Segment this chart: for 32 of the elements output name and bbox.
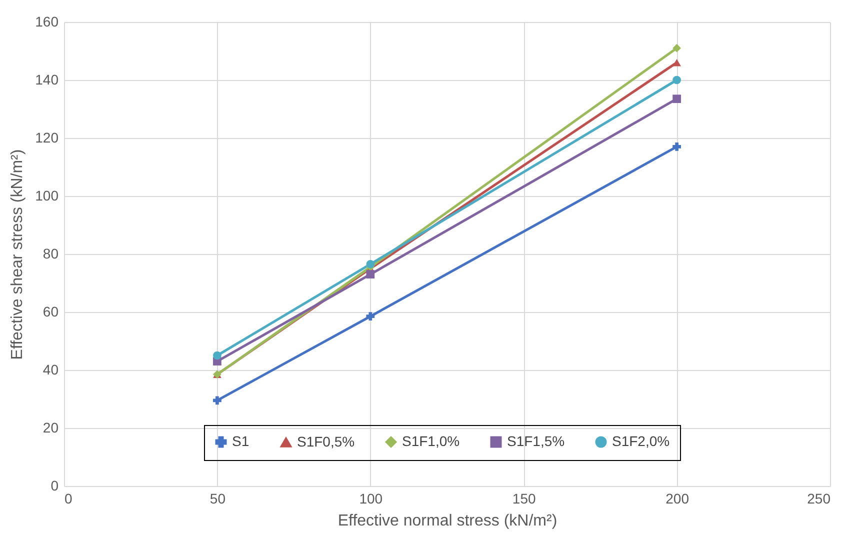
point: [366, 270, 375, 278]
y-tick-label: 40: [42, 362, 59, 378]
legend-label: S1: [232, 433, 250, 449]
x-tick-label: 250: [807, 490, 831, 506]
x-axis-title: Effective normal stress (kN/m²): [338, 512, 558, 530]
x-tick-label: 200: [666, 490, 690, 506]
x-tick-label: 50: [210, 490, 226, 506]
point: [672, 44, 681, 52]
y-tick-label: 20: [42, 420, 59, 436]
point: [366, 312, 375, 321]
x-tick-label: 150: [512, 490, 536, 506]
legend-label: S1F1,5%: [507, 433, 565, 449]
point: [213, 351, 222, 360]
x-tick-label: 100: [359, 490, 383, 506]
y-tick-label: 60: [42, 304, 59, 320]
y-tick-label: 0: [50, 478, 59, 494]
point: [366, 260, 375, 268]
y-tick-label: 80: [42, 246, 59, 262]
y-tick-label: 140: [35, 72, 59, 88]
legend-label: S1F2,0%: [612, 433, 670, 449]
legend-label: S1F0,5%: [297, 433, 355, 450]
y-tick-label: 100: [35, 188, 59, 204]
point: [672, 58, 681, 66]
x-tick-label: 0: [64, 490, 72, 506]
y-tick-label: 120: [35, 130, 59, 146]
point: [672, 94, 681, 104]
point: [672, 142, 681, 151]
point: [672, 76, 681, 84]
point: [213, 396, 222, 405]
y-axis-title: Effective shear stress (kN/m²): [9, 149, 26, 360]
y-tick-label: 160: [35, 14, 59, 30]
legend-label: S1F1,0%: [402, 433, 460, 449]
